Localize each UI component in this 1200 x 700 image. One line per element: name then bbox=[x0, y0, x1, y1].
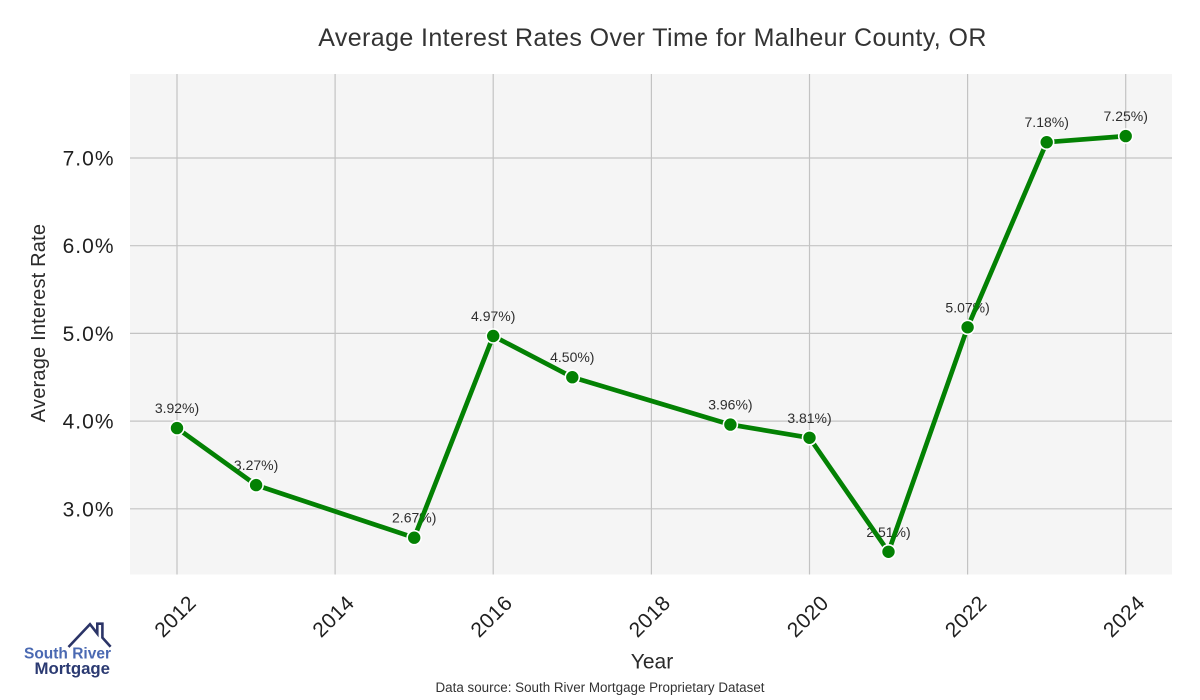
svg-text:Data source: South River Mortg: Data source: South River Mortgage Propri… bbox=[436, 680, 765, 695]
svg-text:3.27%): 3.27%) bbox=[234, 457, 278, 473]
svg-text:3.0%: 3.0% bbox=[63, 498, 115, 521]
svg-text:3.81%): 3.81%) bbox=[787, 410, 831, 426]
svg-text:Average Interest Rate: Average Interest Rate bbox=[28, 224, 50, 422]
svg-text:5.0%: 5.0% bbox=[63, 323, 115, 346]
svg-text:3.92%): 3.92%) bbox=[155, 400, 199, 416]
svg-text:7.25%): 7.25%) bbox=[1104, 108, 1148, 124]
svg-text:7.18%): 7.18%) bbox=[1025, 114, 1069, 130]
svg-text:Mortgage: Mortgage bbox=[35, 659, 111, 678]
svg-text:4.97%): 4.97%) bbox=[471, 308, 515, 324]
svg-text:South River: South River bbox=[24, 646, 111, 663]
svg-text:4.50%): 4.50%) bbox=[550, 349, 594, 365]
svg-text:Year: Year bbox=[631, 651, 673, 674]
svg-text:3.96%): 3.96%) bbox=[708, 397, 752, 413]
svg-text:6.0%: 6.0% bbox=[63, 235, 115, 258]
svg-text:4.0%: 4.0% bbox=[63, 411, 115, 434]
svg-text:Average Interest Rates Over Ti: Average Interest Rates Over Time for Mal… bbox=[318, 24, 987, 52]
svg-text:2.67%): 2.67%) bbox=[392, 510, 436, 526]
svg-text:5.07%): 5.07%) bbox=[945, 299, 989, 315]
svg-text:7.0%: 7.0% bbox=[63, 148, 115, 171]
